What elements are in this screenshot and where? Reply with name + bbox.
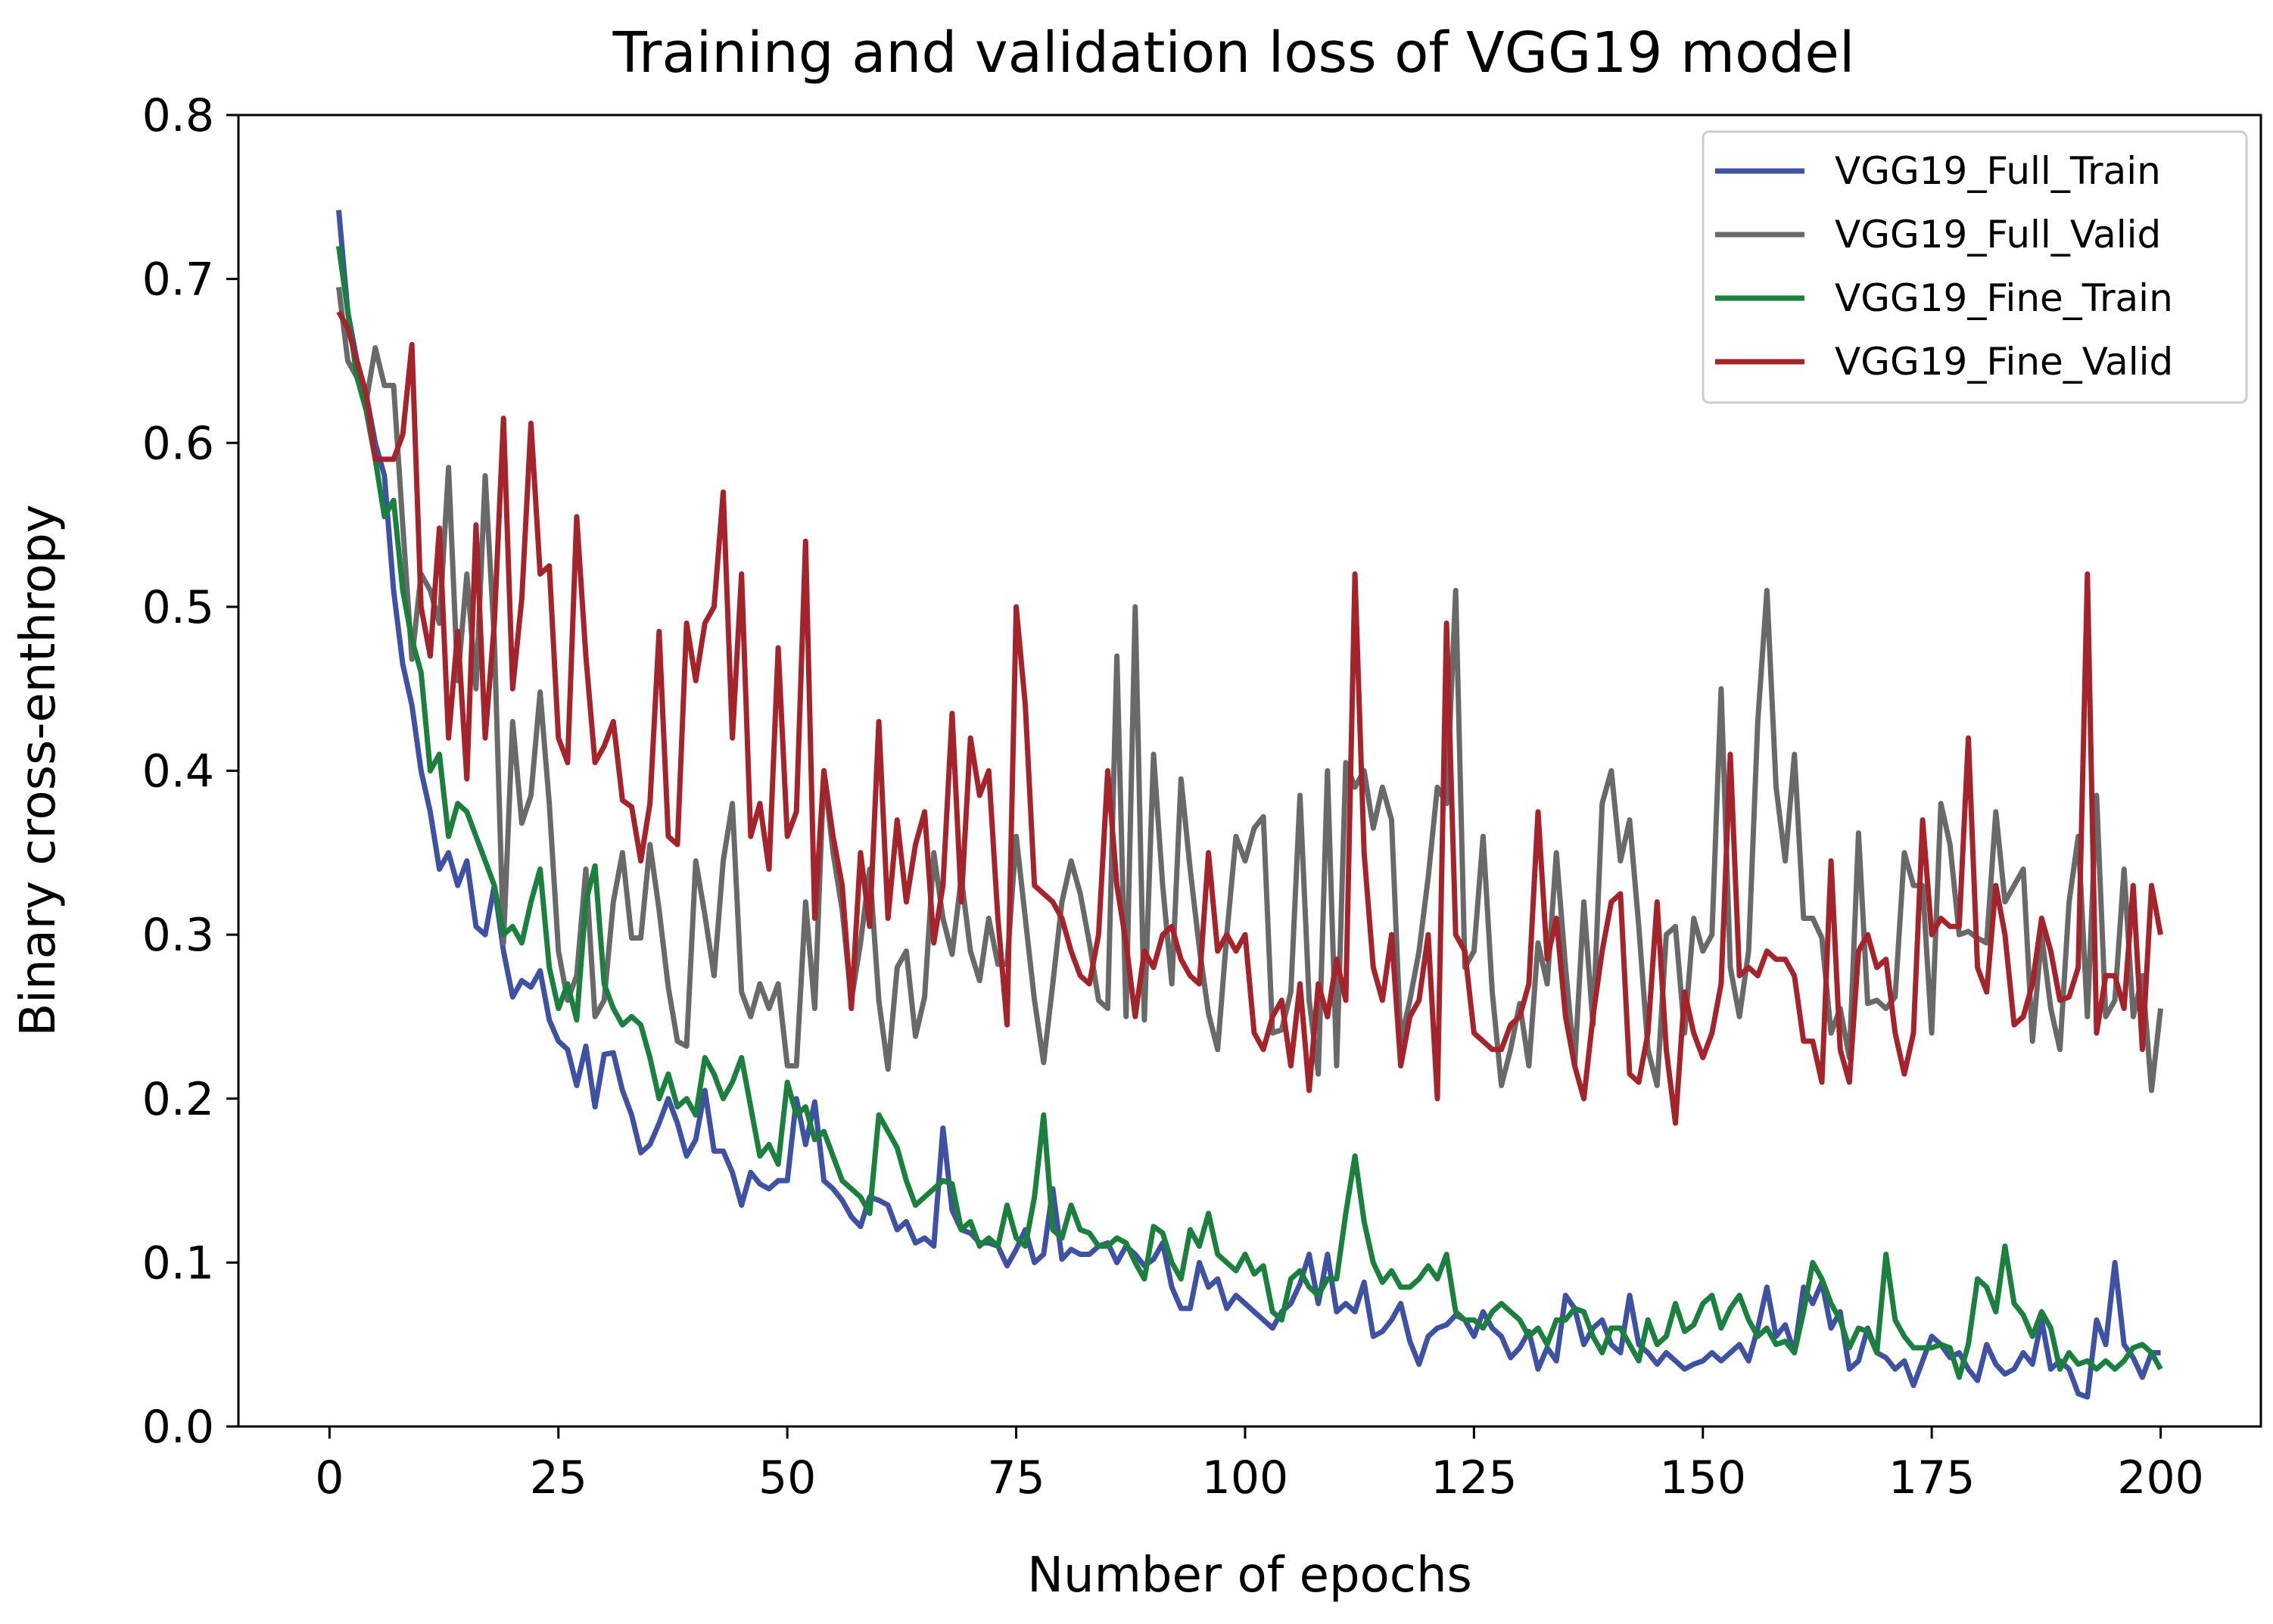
y-tick-label: 0.5	[142, 581, 214, 634]
y-tick-label: 0.8	[142, 89, 214, 142]
legend-box	[1702, 130, 2248, 404]
x-tick-label: 25	[530, 1451, 587, 1504]
y-axis-label: Binary cross-enthropy	[11, 504, 67, 1036]
series-line-vgg19-fine-valid	[336, 310, 2163, 1126]
x-tick-label: 200	[2117, 1451, 2204, 1504]
x-tick-label: 75	[987, 1451, 1045, 1504]
x-axis-label: Number of epochs	[1027, 1548, 1472, 1604]
legend: VGG19_Full_Train VGG19_Full_Valid VGG19_Fi…	[1702, 130, 2248, 404]
series-line-vgg19-fine-train	[336, 245, 2163, 1380]
y-tick-label: 0.7	[142, 254, 214, 306]
x-tick-label: 150	[1659, 1451, 1746, 1504]
legend-label-vgg19-fine-train: VGG19_Fine_Train	[1835, 276, 2173, 320]
legend-label-vgg19-full-valid: VGG19_Full_Valid	[1835, 213, 2161, 257]
x-tick-label: 0	[315, 1451, 344, 1504]
plot-area	[237, 114, 2262, 1428]
y-tick-label: 0.4	[142, 745, 214, 798]
y-tick-label: 0.3	[142, 909, 214, 962]
series-line-vgg19-full-train	[336, 210, 2161, 1400]
x-tick-label: 175	[1888, 1451, 1976, 1504]
chart-title: Training and validation loss of VGG19 mo…	[612, 20, 1855, 86]
y-axis: 0.0 0.1 0.2 0.3 0.4 0.5 0.6 0.7 0.8	[142, 89, 238, 1454]
y-tick-label: 0.1	[142, 1237, 214, 1290]
x-tick-label: 100	[1202, 1451, 1289, 1504]
x-tick-label: 50	[758, 1451, 816, 1504]
legend-label-vgg19-full-train: VGG19_Full_Train	[1835, 149, 2161, 193]
y-tick-label: 0.2	[142, 1073, 214, 1126]
x-axis: 0 25 50 75 100 125 150 175 200	[315, 1426, 2204, 1504]
series-group	[336, 210, 2163, 1400]
y-tick-label: 0.6	[142, 417, 214, 470]
series-line-vgg19-full-valid	[336, 287, 2163, 1094]
legend-label-vgg19-fine-valid: VGG19_Fine_Valid	[1835, 340, 2173, 384]
y-tick-label: 0.0	[142, 1401, 214, 1454]
x-tick-label: 125	[1431, 1451, 1518, 1504]
